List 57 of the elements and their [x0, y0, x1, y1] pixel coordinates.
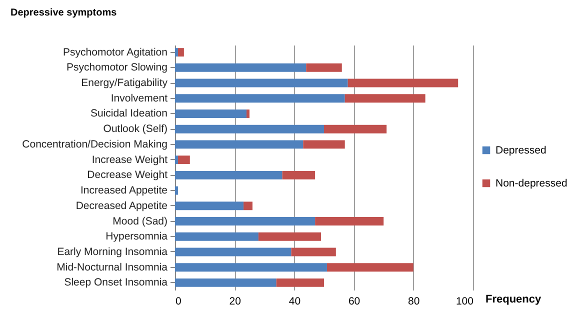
bar — [258, 232, 322, 241]
bar — [175, 170, 282, 180]
y-tick-label: Psychomotor Agitation — [63, 46, 168, 58]
y-tick-label: Mid-Nocturnal Insomnia — [56, 261, 168, 274]
bar — [348, 78, 458, 88]
bar — [175, 48, 178, 57]
y-tick-label: Increased Appetite — [80, 184, 168, 197]
x-tick-label: 40 — [288, 296, 301, 308]
bar — [326, 263, 414, 272]
x-tick-label: 100 — [456, 296, 474, 308]
bar — [175, 63, 306, 72]
y-tick-label: Increase Weight — [92, 154, 168, 166]
bar — [175, 78, 348, 88]
bar — [175, 232, 258, 241]
x-tick-label: 0 — [176, 296, 182, 308]
bar — [175, 140, 304, 149]
x-tick-label: 60 — [348, 296, 360, 308]
x-axis-title: Frequency — [486, 294, 542, 306]
bar — [175, 278, 276, 287]
bar — [175, 94, 345, 103]
bar — [175, 202, 244, 210]
bar — [276, 278, 324, 287]
bar — [291, 248, 336, 256]
bar — [178, 48, 184, 57]
y-axis-title: Depressive symptoms — [10, 8, 118, 18]
y-tick-label: Suicidal Ideation — [90, 108, 168, 120]
bar — [175, 217, 316, 226]
bar — [175, 156, 178, 164]
y-tick-label: Early Morning Insomnia — [57, 246, 168, 258]
bar — [175, 124, 324, 134]
x-tick-label: 20 — [229, 296, 242, 308]
bar — [282, 170, 316, 180]
y-tick-label: Energy/Fatigability — [81, 77, 168, 90]
y-tick-label: Mood (Sad) — [112, 215, 168, 228]
bar — [178, 156, 190, 164]
y-tick-label: Concentration/Decision Making — [22, 138, 168, 150]
bar — [175, 186, 178, 195]
y-tick-label: Hypersomnia — [106, 230, 168, 243]
legend-label: Depressed — [496, 144, 546, 156]
bar — [306, 63, 342, 72]
x-tick-label: 80 — [408, 296, 420, 308]
y-tick-label: Decrease Weight — [87, 169, 168, 182]
bar — [175, 263, 327, 272]
y-tick-label: Psychomotor Slowing — [66, 62, 168, 74]
bar — [324, 124, 387, 134]
bar — [175, 248, 292, 256]
y-tick-label: Decreased Appetite — [76, 200, 168, 212]
bar — [246, 110, 250, 118]
bar — [175, 110, 247, 118]
bar — [344, 94, 426, 103]
bar — [303, 140, 345, 149]
y-tick-label: Outlook (Self) — [103, 123, 168, 136]
y-tick-label: Sleep Onset Insomnia — [64, 276, 168, 289]
bar — [315, 217, 384, 226]
bar — [244, 202, 252, 210]
legend-label: Non-depressed — [496, 177, 567, 190]
y-tick-label: Involvement — [110, 92, 168, 104]
